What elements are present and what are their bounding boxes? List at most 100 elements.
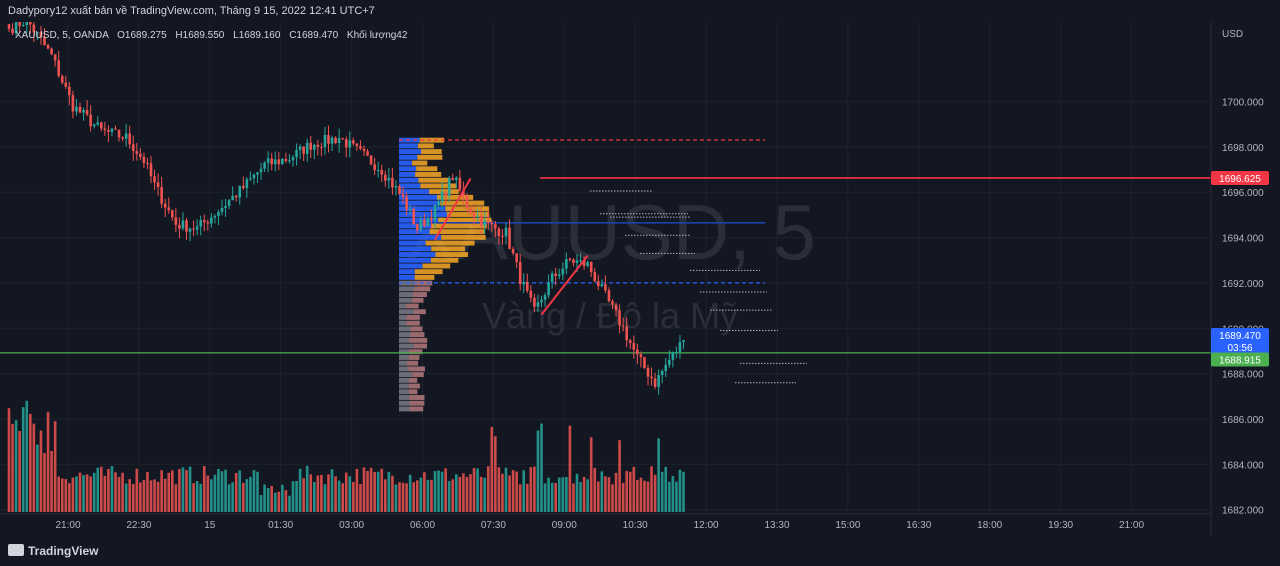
volume-bar <box>387 471 391 512</box>
volume-bar <box>593 467 597 512</box>
profile-row-sell <box>417 143 434 149</box>
profile-row-sell <box>408 349 423 355</box>
profile-row-sell <box>417 154 443 160</box>
candle-body <box>660 371 664 375</box>
time-tick-label: 06:00 <box>410 520 435 531</box>
volume-bar <box>405 483 408 512</box>
volume-bar <box>632 466 636 512</box>
candle-body <box>185 220 188 232</box>
profile-row-sell <box>422 263 451 269</box>
profile-row-buy <box>399 303 407 309</box>
profile-row-buy <box>399 360 407 366</box>
candle-body <box>614 304 618 311</box>
price-axis[interactable]: USD 1700.000 1698.000 1696.000 1694.000 1692… <box>1210 22 1264 536</box>
volume-bar <box>43 453 46 512</box>
candle-body <box>277 159 281 165</box>
candle-body <box>376 169 380 171</box>
candle-body <box>550 273 554 283</box>
candle-body <box>504 227 508 237</box>
volume-bar <box>451 479 455 512</box>
profile-row-sell <box>431 223 487 229</box>
candle-body <box>43 37 46 46</box>
candle-body <box>131 144 135 152</box>
volume-bar <box>277 491 281 512</box>
candle-body <box>483 220 486 226</box>
candle-body <box>341 138 344 140</box>
volume-bar <box>515 471 518 512</box>
candle-body <box>21 25 25 27</box>
volume-bar <box>604 476 607 512</box>
candle-body <box>78 106 82 113</box>
candle-body <box>678 342 682 352</box>
volume-bar <box>146 472 149 512</box>
volume-bar <box>554 483 557 512</box>
price-tick-label: 1692.000 <box>1222 279 1264 290</box>
volume-bar <box>490 426 494 512</box>
candle-body <box>540 299 543 303</box>
profile-row-buy <box>399 223 432 229</box>
candle-body <box>355 143 359 147</box>
candle-body <box>139 153 142 157</box>
candle-body <box>501 235 504 237</box>
candlestick-chart[interactable]: XAUUSD, 5 Vàng / Đô la Mỹ XAUUSD, 5, OAN… <box>0 22 1280 536</box>
candle-body <box>458 177 462 191</box>
volume-bar <box>273 492 277 512</box>
price-tick-label: 1694.000 <box>1222 234 1264 245</box>
candle-body <box>607 290 611 302</box>
candle-body <box>224 205 227 208</box>
profile-row-sell <box>431 246 465 252</box>
candle-body <box>53 54 57 61</box>
candle-body <box>362 148 366 152</box>
candle-body <box>114 128 117 130</box>
profile-row-sell <box>419 137 445 143</box>
volume-bar <box>380 468 384 512</box>
candle-body <box>142 156 146 163</box>
volume-bar <box>39 430 43 512</box>
volume-bar <box>53 421 57 512</box>
volume-bar <box>511 470 515 512</box>
svg-text:XAUUSD, 5, OANDA O1689.2: XAUUSD, 5, OANDA O1689.275 H1689.550 L16… <box>15 29 408 41</box>
candle-body <box>526 282 529 291</box>
candle-body <box>110 128 114 132</box>
volume-bar <box>234 472 238 512</box>
candle-body <box>586 261 589 266</box>
volume-bar <box>671 476 675 512</box>
price-tick-label: 1688.000 <box>1222 370 1264 381</box>
profile-row-sell <box>409 337 428 343</box>
profile-row-buy <box>399 263 423 269</box>
volume-bar <box>153 479 156 512</box>
price-tag <box>1211 328 1269 355</box>
candle-body <box>440 191 444 202</box>
profile-row-buy <box>399 149 422 155</box>
candle-body <box>309 142 313 150</box>
profile-row-buy <box>399 172 416 177</box>
profile-row-buy <box>399 217 439 223</box>
volume-bar <box>330 469 334 512</box>
volume-bar <box>469 474 472 512</box>
candle-body <box>426 217 430 226</box>
candle-body <box>181 220 185 229</box>
legend-open: O1689.275 <box>117 30 167 41</box>
profile-row-buy <box>399 292 413 298</box>
volume-bar <box>401 482 405 512</box>
profile-row-sell <box>408 366 425 372</box>
candle-body <box>547 282 550 296</box>
volume-bar <box>227 484 231 512</box>
time-axis[interactable]: 21:00 22:30 15 01:30 03:00 06:00 07:30 09:00 10:… <box>0 513 1211 531</box>
candle-body <box>146 162 149 164</box>
volume-bar <box>426 479 430 512</box>
profile-row-buy <box>399 332 411 338</box>
candle-body <box>242 185 245 189</box>
volume-bar <box>476 468 479 512</box>
tv-logo-icon <box>8 544 24 556</box>
volume-bar <box>167 472 171 512</box>
volume-bar <box>668 481 671 512</box>
volume-bar <box>565 477 568 512</box>
profile-row-sell <box>413 343 428 349</box>
volume-bar <box>36 444 39 512</box>
candle-body <box>302 146 305 154</box>
profile-row-sell <box>429 229 485 235</box>
candle-body <box>366 151 369 156</box>
profile-row-buy <box>399 406 410 412</box>
volume-bar <box>206 475 210 512</box>
